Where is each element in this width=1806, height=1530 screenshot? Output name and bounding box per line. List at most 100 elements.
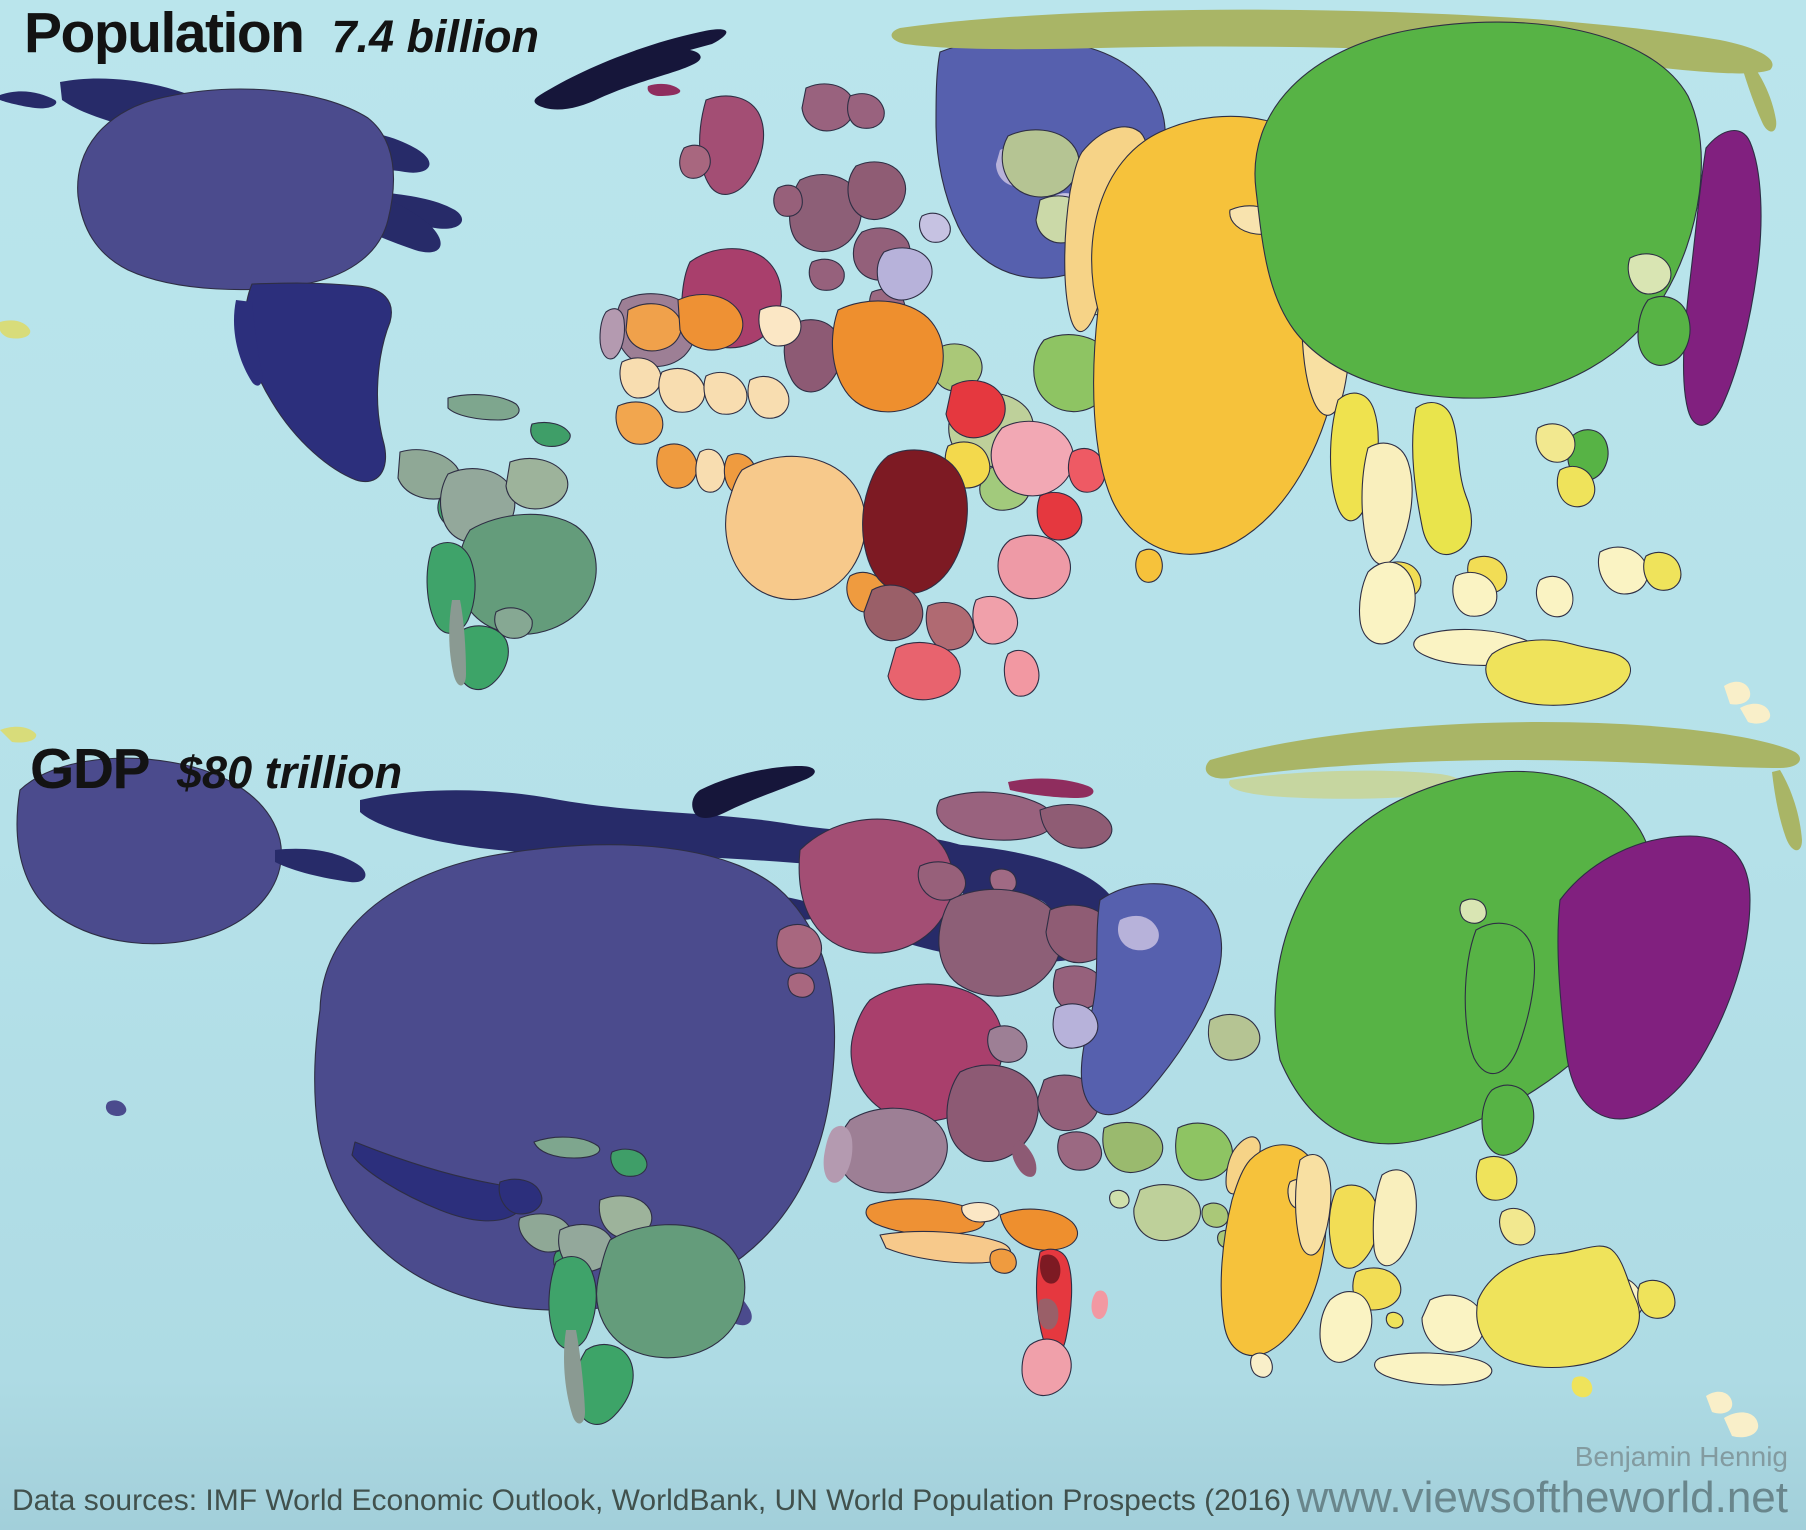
population-title-row: Population 7.4 billion <box>24 0 539 66</box>
population-value: 7.4 billion <box>331 11 540 62</box>
pop-iceland <box>647 83 681 96</box>
author-credit: Benjamin Hennig <box>1574 1441 1788 1473</box>
gdp-myanmar <box>1294 1154 1332 1256</box>
gdp-png <box>1637 1279 1676 1319</box>
gdp-egypt <box>999 1208 1078 1251</box>
population-title: Population <box>24 1 305 65</box>
gdp-philippines1 <box>1475 1156 1518 1201</box>
pop-sulawesi <box>1535 575 1574 618</box>
pop-mali <box>658 368 706 413</box>
pop-south-africa <box>887 642 961 701</box>
pop-thailand <box>1361 442 1413 566</box>
population-map <box>0 9 1777 724</box>
pop-poland <box>847 161 906 220</box>
pop-srilanka <box>1135 548 1163 583</box>
pop-algeria <box>677 294 744 351</box>
gdp-greenland-feather-icon <box>692 766 815 818</box>
gdp-value: $80 trillion <box>177 747 403 798</box>
gdp-ukraine <box>1052 1003 1099 1049</box>
pop-libya <box>758 305 802 347</box>
pop-philippines1 <box>1535 423 1576 463</box>
gdp-north-korea <box>1459 898 1487 924</box>
gdp-australia <box>1476 1245 1640 1369</box>
pop-hispaniola <box>530 421 571 447</box>
gdp-chile <box>564 1330 585 1424</box>
pop-ivorycoast <box>656 443 698 489</box>
pop-senegal-guinea <box>615 401 664 445</box>
gdp-cuba <box>533 1136 601 1159</box>
gdp-kazakhstan <box>1207 1014 1261 1061</box>
gdp-tasmania <box>1571 1376 1593 1398</box>
pop-chad <box>747 376 790 419</box>
pop-benelux <box>773 184 803 217</box>
pop-new-zealand <box>1724 681 1751 705</box>
gdp-peru <box>548 1256 597 1350</box>
pop-kazakhstan <box>1001 129 1080 198</box>
gdp-saudi <box>1133 1184 1201 1242</box>
pop-kamchatka <box>1738 50 1777 132</box>
gdp-title: GDP <box>30 737 151 801</box>
gdp-germany <box>938 888 1063 997</box>
pop-china <box>1254 21 1702 399</box>
pop-ethiopia <box>990 420 1075 497</box>
pop-chile <box>449 600 466 686</box>
gdp-map <box>0 722 1802 1438</box>
pop-iraq-levant <box>931 343 983 392</box>
pop-belarus <box>919 212 951 243</box>
pop-papua <box>1598 546 1649 595</box>
pop-mexico <box>244 282 392 483</box>
pop-north-korea <box>1627 253 1672 295</box>
gdp-alaska-strip <box>275 848 366 883</box>
gdp-italy-boot <box>1012 1140 1037 1177</box>
gdp-russia <box>1080 883 1223 1116</box>
gdp-thailand <box>1328 1184 1379 1269</box>
gdp-new-zealand-south <box>1724 1412 1759 1438</box>
gdp-vietnam <box>1372 1169 1417 1267</box>
data-sources-caption: Data sources: IMF World Economic Outlook… <box>12 1484 1291 1517</box>
gdp-siberia-strip <box>1205 722 1800 779</box>
gdp-brazil <box>596 1224 746 1359</box>
pop-mauritania <box>619 357 662 399</box>
pop-zambia <box>925 602 974 651</box>
pop-tanzania <box>997 534 1072 600</box>
pop-finland <box>847 93 885 129</box>
pop-philippines2 <box>1556 466 1596 508</box>
gdp-taiwan <box>1481 1084 1535 1156</box>
gdp-hispaniola <box>610 1148 648 1177</box>
pop-venezuela <box>505 457 569 510</box>
gdp-pacific-wrap <box>0 726 37 743</box>
pop-egypt <box>831 300 944 413</box>
website-url: www.viewsoftheworld.net <box>1296 1473 1788 1523</box>
pop-norway-sweden <box>801 83 855 132</box>
gdp-japan <box>1557 835 1751 1120</box>
pop-nz-south <box>1740 703 1771 724</box>
credit-block: Benjamin Hennig www.viewsoftheworld.net <box>1296 1441 1788 1524</box>
gdp-switzerland <box>987 1025 1028 1063</box>
pop-canada-west-sliver <box>0 91 57 109</box>
pop-cuba <box>447 394 520 421</box>
gdp-hawaii <box>105 1100 127 1117</box>
gdp-scandinavia2 <box>1039 804 1113 849</box>
pop-ghana-cream <box>695 448 726 493</box>
pop-mozambique <box>972 596 1018 645</box>
pop-japan <box>1682 129 1762 426</box>
pop-australia <box>1485 639 1631 706</box>
gdp-portugal <box>823 1125 853 1183</box>
gdp-israel <box>1109 1189 1130 1209</box>
gdp-iran <box>1175 1122 1233 1181</box>
gdp-ireland2 <box>787 972 815 998</box>
pop-madagascar <box>1003 650 1040 697</box>
pop-portugal <box>599 308 626 360</box>
pop-italy <box>783 319 843 393</box>
gdp-benelux <box>917 861 966 901</box>
gdp-angola-seg <box>1038 1298 1059 1330</box>
pop-nigeria <box>725 455 867 600</box>
gdp-libya-cream <box>961 1201 1000 1223</box>
pop-angola <box>863 584 924 642</box>
gdp-south-korea <box>1464 922 1535 1075</box>
pop-morocco <box>625 303 682 352</box>
gdp-russia-lavender <box>1117 915 1159 951</box>
gdp-madagascar <box>1091 1290 1108 1320</box>
